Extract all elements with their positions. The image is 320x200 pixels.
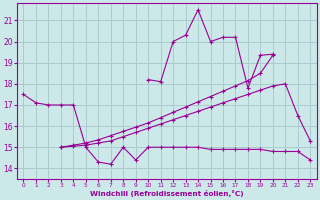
X-axis label: Windchill (Refroidissement éolien,°C): Windchill (Refroidissement éolien,°C)	[90, 190, 244, 197]
